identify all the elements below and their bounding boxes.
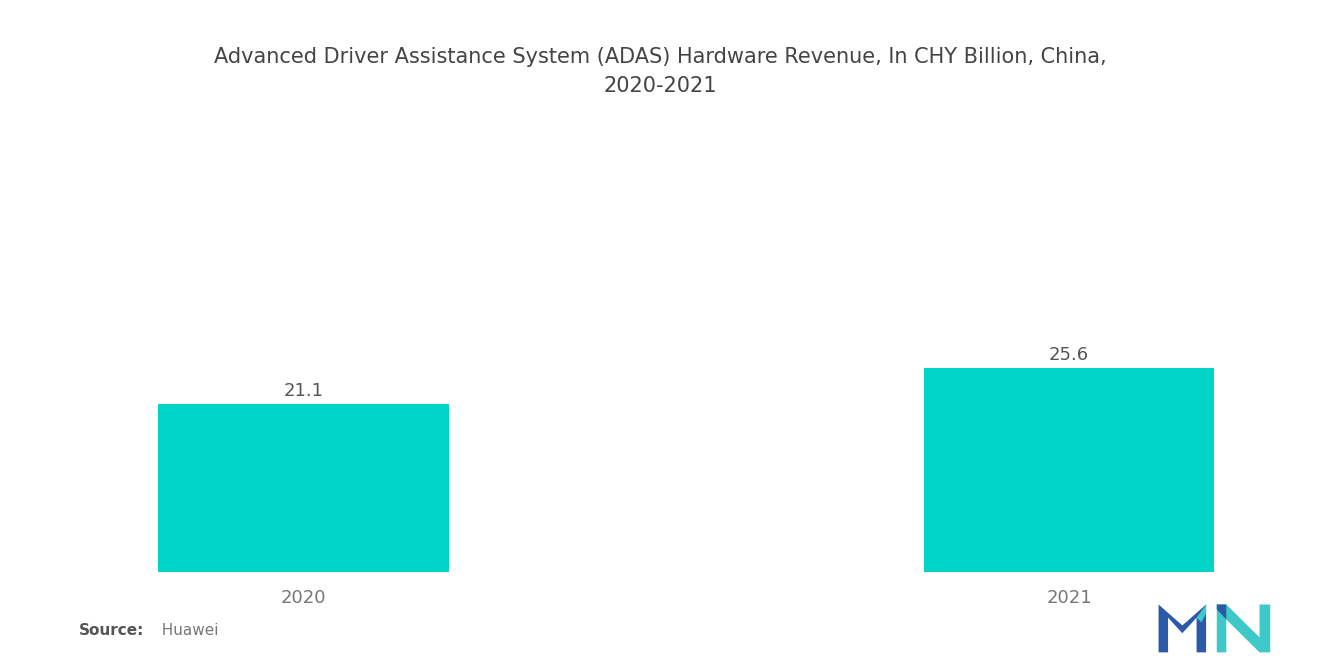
Polygon shape (1217, 604, 1270, 652)
Polygon shape (1196, 604, 1206, 622)
Text: Huawei: Huawei (152, 623, 218, 638)
Polygon shape (1159, 604, 1206, 652)
Text: Source:: Source: (79, 623, 145, 638)
Bar (158, 404, 449, 572)
Text: 25.6: 25.6 (1049, 346, 1089, 364)
Text: Advanced Driver Assistance System (ADAS) Hardware Revenue, In CHY Billion, China: Advanced Driver Assistance System (ADAS)… (214, 47, 1106, 96)
Polygon shape (1217, 604, 1226, 620)
Bar (924, 368, 1214, 572)
Text: 21.1: 21.1 (284, 382, 323, 400)
